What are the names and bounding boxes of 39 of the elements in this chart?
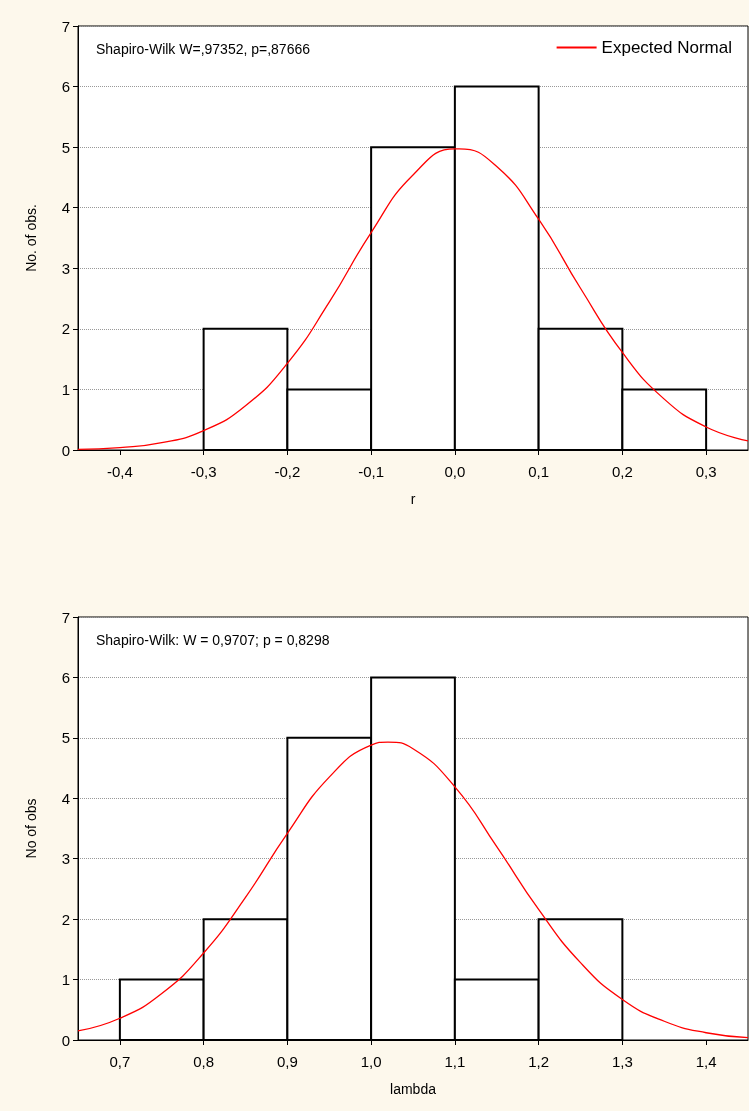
x-tick-label: 0,7 <box>109 1053 131 1070</box>
y-tick-label: 7 <box>61 608 70 626</box>
y-axis-title: No. of obs. <box>23 204 39 272</box>
x-tick-label: -0,3 <box>190 463 217 480</box>
legend-label: Expected Normal <box>601 38 732 57</box>
y-tick-label: 5 <box>61 138 70 156</box>
y-tick-label: 1 <box>61 971 70 989</box>
y-tick-label: 1 <box>61 380 70 398</box>
y-tick-label: 6 <box>61 668 70 686</box>
x-tick-label: 0,8 <box>193 1053 215 1070</box>
x-tick-label: 0,3 <box>695 463 717 480</box>
x-tick-label: 1,4 <box>695 1053 717 1070</box>
x-tick-label: 1,0 <box>360 1053 382 1070</box>
x-tick-label: 0,1 <box>528 463 550 480</box>
y-tick-label: 2 <box>61 910 70 928</box>
y-tick-label: 3 <box>61 850 70 868</box>
x-tick-label: -0,4 <box>106 463 133 480</box>
y-tick-label: 5 <box>61 729 70 747</box>
y-tick-label: 2 <box>61 320 70 338</box>
x-tick-label: 1,3 <box>611 1053 633 1070</box>
x-tick-label: 1,1 <box>444 1053 466 1070</box>
y-tick-label: 7 <box>61 17 70 35</box>
x-tick-label: -0,2 <box>274 463 301 480</box>
x-tick-label: -0,1 <box>358 463 385 480</box>
y-tick-label: 0 <box>61 1031 70 1049</box>
x-axis-title: r <box>410 491 416 507</box>
x-tick-label: 1,2 <box>528 1053 550 1070</box>
y-tick-label: 6 <box>61 78 70 96</box>
y-tick-label: 0 <box>61 441 70 459</box>
y-tick-label: 4 <box>61 199 70 217</box>
x-axis-title: lambda <box>390 1081 437 1097</box>
y-axis-title: No of obs <box>23 798 39 859</box>
y-tick-label: 4 <box>61 789 70 807</box>
x-tick-label: 0,0 <box>444 463 466 480</box>
x-tick-label: 0,9 <box>276 1053 298 1070</box>
x-tick-label: 0,2 <box>611 463 633 480</box>
y-tick-label: 3 <box>61 259 70 277</box>
annotation: Shapiro-Wilk W=,97352, p=,87666 <box>96 41 311 57</box>
annotation: Shapiro-Wilk: W = 0,9707; p = 0,8298 <box>96 632 330 648</box>
